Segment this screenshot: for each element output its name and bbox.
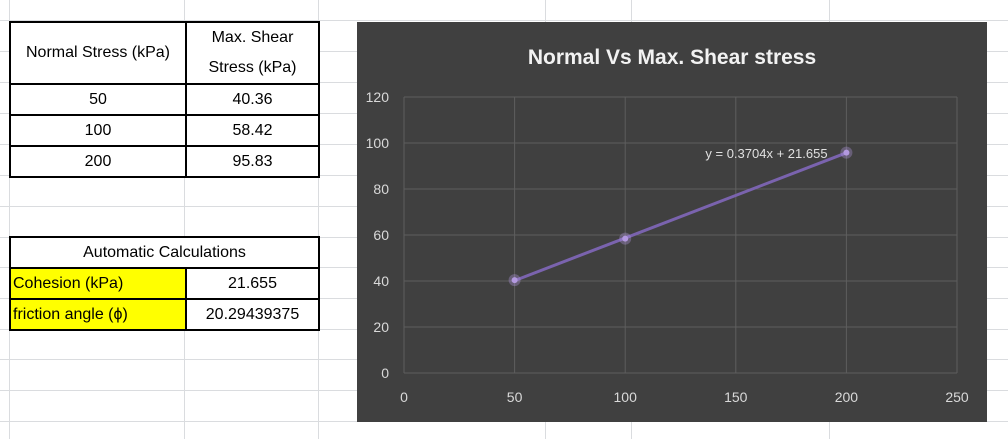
x-tick-label: 100 — [614, 389, 638, 405]
y-tick-label: 100 — [366, 135, 390, 151]
friction-row: friction angle (ϕ) 20.29439375 — [9, 298, 320, 331]
chart-title[interactable]: Normal Vs Max. Shear stress — [528, 46, 816, 69]
x-tick-label: 0 — [400, 389, 408, 405]
calc-title-row: Automatic Calculations — [9, 236, 320, 269]
friction-label-cell[interactable]: friction angle (ϕ) — [9, 298, 187, 331]
automatic-calculations-table: Automatic Calculations Cohesion (kPa) 21… — [9, 236, 320, 331]
x-tick-label: 250 — [945, 389, 969, 405]
cohesion-label-cell[interactable]: Cohesion (kPa) — [9, 267, 187, 300]
y-tick-label: 40 — [373, 273, 389, 289]
table-header-row: Normal Stress (kPa) Max. Shear Stress (kP… — [9, 21, 320, 85]
x-axis-ticks: 0 50 100 150 200 250 — [400, 389, 969, 405]
y-tick-label: 60 — [373, 227, 389, 243]
data-point[interactable] — [511, 277, 518, 284]
table-row: 100 58.42 — [9, 114, 320, 147]
y-axis-ticks: 0 20 40 60 80 100 120 — [366, 89, 390, 381]
y-tick-label: 0 — [381, 365, 389, 381]
calc-title-cell[interactable]: Automatic Calculations — [9, 236, 320, 269]
friction-value-cell[interactable]: 20.29439375 — [185, 298, 320, 331]
chart-gridlines — [403, 96, 958, 374]
shear-stress-cell[interactable]: 58.42 — [185, 114, 320, 147]
data-point[interactable] — [843, 149, 850, 156]
trendline[interactable] — [513, 151, 848, 283]
y-tick-label: 120 — [366, 89, 390, 105]
trendline-equation[interactable]: y = 0.3704x + 21.655 — [705, 146, 827, 161]
data-points — [508, 146, 853, 287]
normal-stress-cell[interactable]: 200 — [9, 145, 187, 178]
trendline-group — [513, 151, 848, 283]
x-tick-label: 50 — [507, 389, 523, 405]
y-tick-label: 80 — [373, 181, 389, 197]
table-row: 200 95.83 — [9, 145, 320, 178]
shear-stress-cell[interactable]: 95.83 — [185, 145, 320, 178]
header-max-shear-stress[interactable]: Max. Shear Stress (kPa) — [185, 21, 320, 85]
cohesion-value-cell[interactable]: 21.655 — [185, 267, 320, 300]
x-tick-label: 150 — [724, 389, 748, 405]
header-max-shear-line-2: Stress (kPa) — [208, 59, 297, 76]
y-tick-label: 20 — [373, 319, 389, 335]
header-max-shear-line-1: Max. Shear — [211, 29, 294, 46]
shear-stress-cell[interactable]: 40.36 — [185, 83, 320, 116]
normal-stress-cell[interactable]: 50 — [9, 83, 187, 116]
header-normal-stress[interactable]: Normal Stress (kPa) — [9, 21, 187, 85]
cohesion-row: Cohesion (kPa) 21.655 — [9, 267, 320, 300]
data-point[interactable] — [622, 235, 629, 242]
shear-stress-chart[interactable]: Normal Vs Max. Shear stress 0 20 40 60 80 100… — [357, 22, 987, 422]
normal-stress-cell[interactable]: 100 — [9, 114, 187, 147]
chart-canvas: Normal Vs Max. Shear stress 0 20 40 60 80 100… — [366, 46, 969, 405]
x-tick-label: 200 — [835, 389, 859, 405]
stress-data-table: Normal Stress (kPa) Max. Shear Stress (kP… — [9, 21, 320, 178]
table-row: 50 40.36 — [9, 83, 320, 116]
